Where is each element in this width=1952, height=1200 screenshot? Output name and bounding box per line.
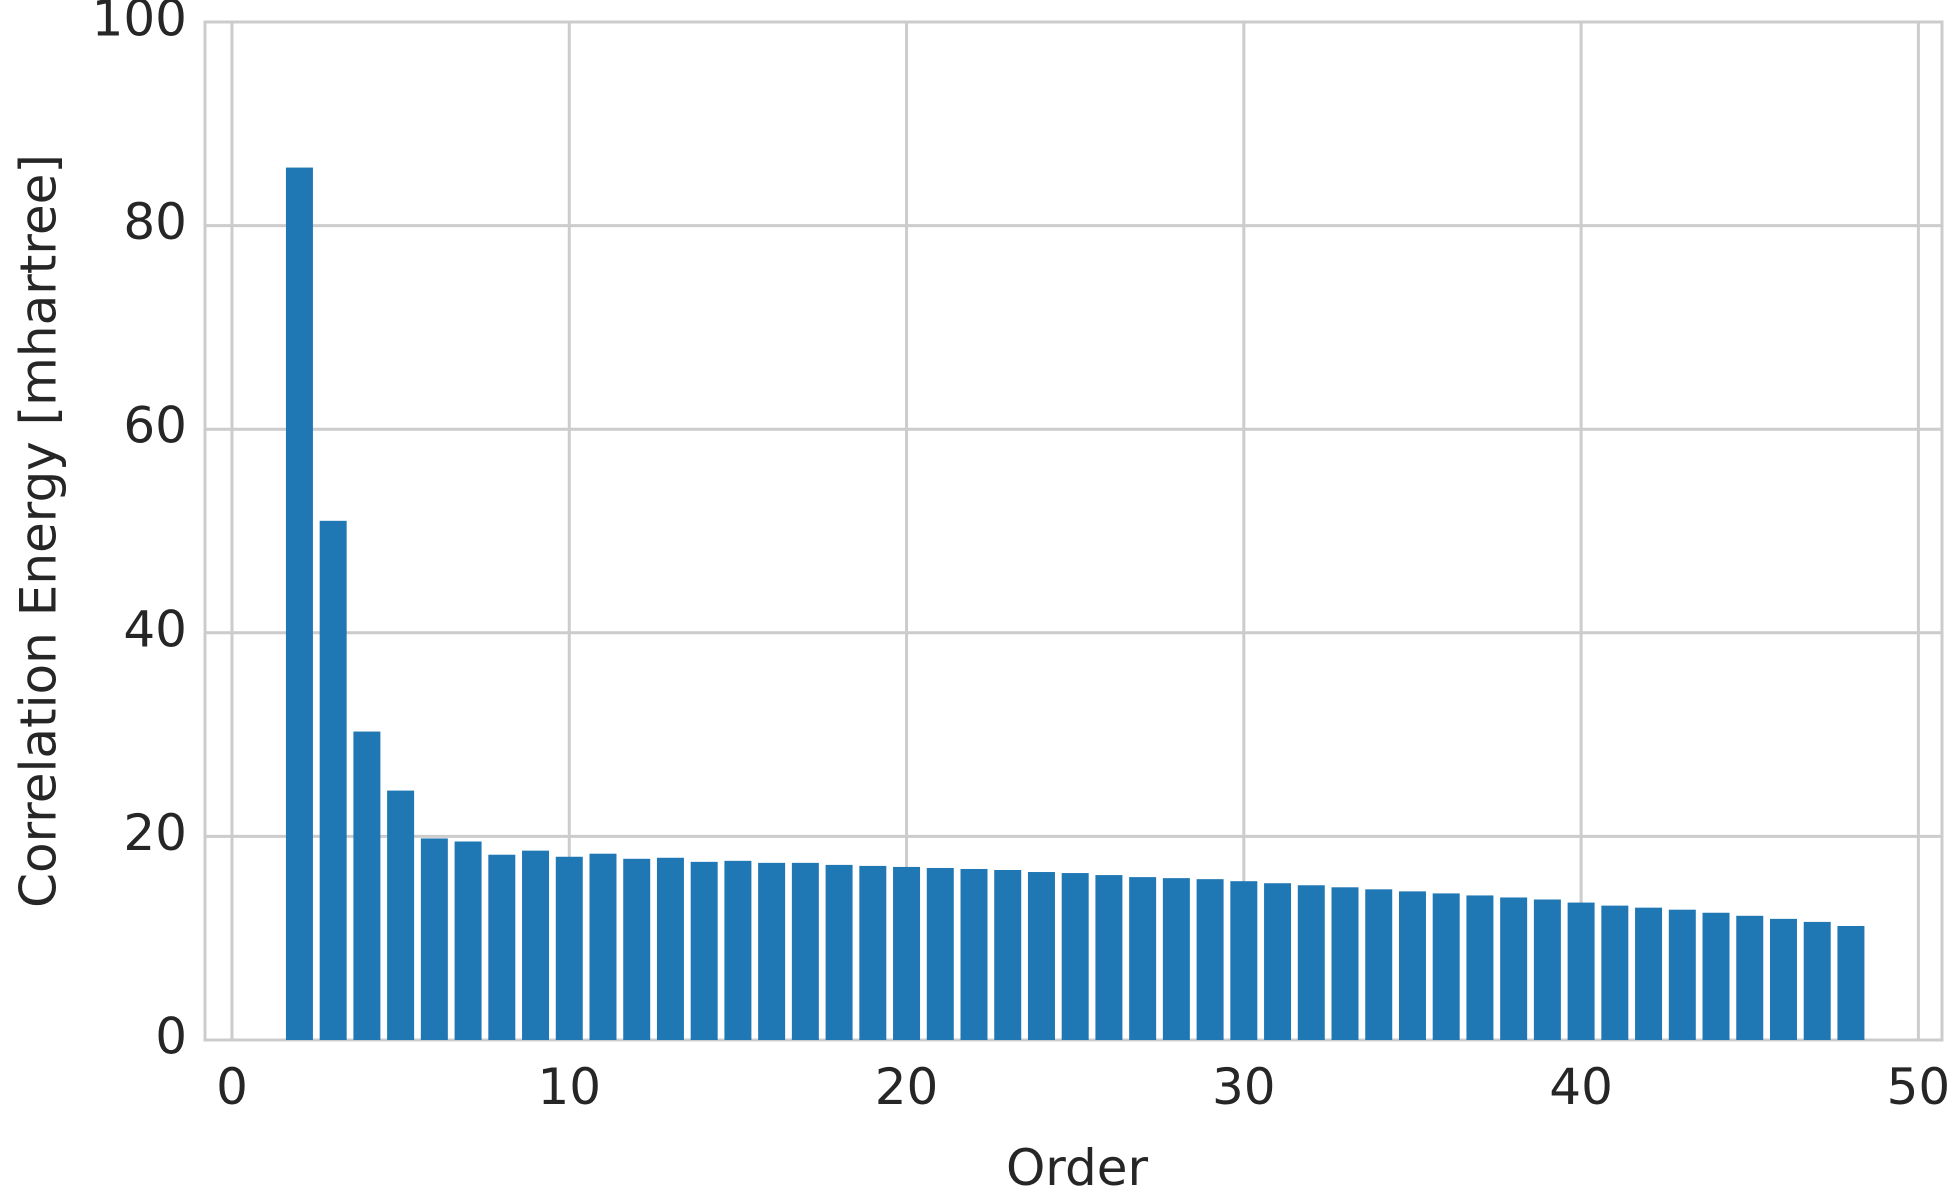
bar (1297, 885, 1325, 1040)
x-axis-label: Order (1006, 1139, 1149, 1197)
y-tick-label: 0 (155, 1008, 187, 1066)
bar (589, 853, 617, 1040)
bar (454, 841, 482, 1040)
bar (1736, 915, 1764, 1040)
bar (893, 866, 921, 1040)
bar (1331, 887, 1359, 1040)
x-tick-label: 30 (1212, 1058, 1276, 1116)
bar (1061, 873, 1089, 1040)
bar (1027, 872, 1055, 1040)
y-tick-label: 60 (123, 397, 187, 455)
bar (758, 862, 786, 1040)
bar (1702, 912, 1730, 1040)
bar (1769, 918, 1797, 1040)
bar (285, 167, 313, 1041)
bar (1567, 902, 1595, 1040)
bar (724, 860, 752, 1040)
bar (1129, 877, 1157, 1040)
bar (1398, 891, 1426, 1040)
y-tick-label: 100 (92, 0, 187, 48)
bar (1533, 899, 1561, 1040)
bar (994, 869, 1022, 1040)
bar (623, 858, 651, 1040)
x-tick-label: 20 (875, 1058, 939, 1116)
bar (1196, 879, 1224, 1040)
bar (555, 856, 583, 1040)
bar (488, 854, 516, 1040)
bar (1095, 875, 1123, 1040)
bar (1432, 893, 1460, 1040)
y-tick-label: 40 (123, 600, 187, 658)
bar (656, 857, 684, 1040)
bar (1230, 881, 1258, 1040)
bar (1162, 878, 1190, 1040)
bar (1365, 889, 1393, 1040)
bar (791, 862, 819, 1040)
y-tick-label: 80 (123, 193, 187, 251)
y-axis-label: Correlation Energy [mhartree] (10, 154, 68, 908)
x-tick-label: 0 (216, 1058, 248, 1116)
x-tick-label: 50 (1887, 1058, 1951, 1116)
bar (387, 790, 415, 1040)
bar (960, 868, 988, 1040)
bar (1837, 925, 1865, 1040)
bar (353, 731, 381, 1040)
bar (690, 861, 718, 1040)
bar (825, 864, 853, 1040)
bar (859, 865, 887, 1040)
x-tick-label: 40 (1549, 1058, 1613, 1116)
y-tick-label: 20 (123, 804, 187, 862)
bar (926, 867, 954, 1040)
bar (1500, 897, 1528, 1040)
bar (1466, 895, 1494, 1040)
bar (420, 838, 448, 1040)
bar (319, 520, 347, 1040)
bar (1668, 909, 1696, 1040)
bar (1601, 905, 1629, 1040)
bar (522, 850, 550, 1040)
bar (1635, 907, 1663, 1040)
bar (1264, 883, 1292, 1040)
x-tick-label: 10 (537, 1058, 601, 1116)
bar (1803, 921, 1831, 1040)
